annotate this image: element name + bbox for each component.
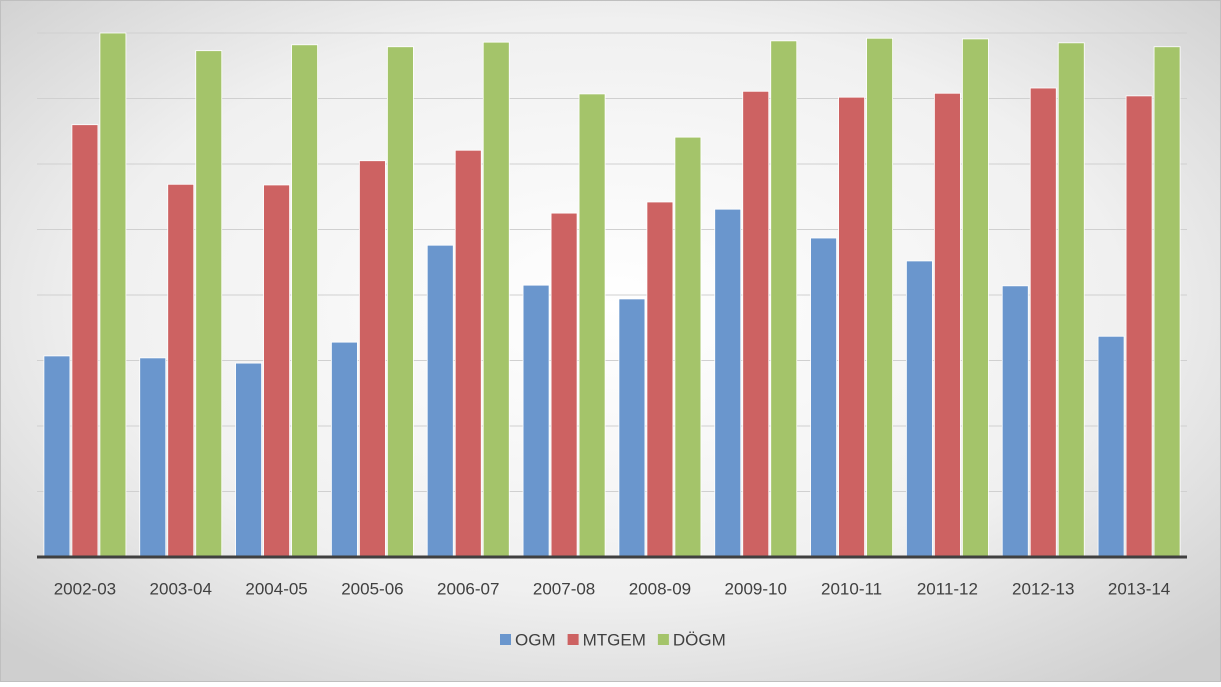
bar (1057, 42, 1085, 558)
legend-label: DÖGM (673, 630, 726, 649)
x-tick-label: 2006-07 (437, 579, 499, 598)
bar (482, 41, 510, 558)
bar (522, 284, 550, 558)
x-tick-label: 2008-09 (629, 579, 691, 598)
bar (962, 38, 989, 558)
x-tick-label: 2007-08 (533, 579, 595, 598)
bar (1097, 335, 1125, 558)
bar (578, 93, 606, 558)
bar (139, 357, 167, 558)
legend-label: MTGEM (583, 630, 646, 649)
bar (43, 355, 71, 558)
bar (866, 37, 893, 558)
bar (1153, 46, 1181, 558)
bar (646, 201, 674, 558)
bar (99, 32, 127, 558)
bar (195, 50, 223, 558)
bar (454, 149, 482, 558)
bar (1001, 285, 1029, 558)
bar (291, 44, 318, 558)
legend-swatch (500, 634, 511, 645)
bar (331, 341, 358, 558)
bar (235, 362, 262, 558)
x-tick-label: 2003-04 (150, 579, 212, 598)
bar (359, 160, 386, 558)
bar (742, 90, 770, 558)
bar (1029, 87, 1057, 558)
bar (618, 298, 646, 558)
bar (387, 46, 414, 558)
bar (71, 124, 99, 558)
bar (674, 136, 702, 558)
x-tick-label: 2002-03 (54, 579, 116, 598)
bar (426, 244, 454, 558)
bar (167, 183, 195, 558)
bar (770, 40, 798, 558)
bar (906, 260, 933, 558)
bar (550, 212, 578, 558)
bar (714, 208, 742, 558)
bar (263, 184, 290, 558)
x-tick-label: 2010-11 (821, 579, 882, 598)
legend-swatch (657, 634, 669, 645)
legend-label: OGM (515, 630, 556, 649)
x-tick-label: 2004-05 (245, 579, 307, 598)
x-tick-label: 2009-10 (725, 579, 787, 598)
x-tick-label: 2011-12 (917, 579, 978, 598)
bar (810, 237, 837, 558)
bar (1125, 95, 1153, 558)
x-tick-label: 2012-13 (1012, 579, 1074, 598)
x-tick-label: 2013-14 (1108, 579, 1170, 598)
legend-swatch (567, 634, 579, 645)
x-tick-label: 2005-06 (341, 579, 403, 598)
bar (934, 92, 961, 558)
bar (838, 96, 865, 558)
